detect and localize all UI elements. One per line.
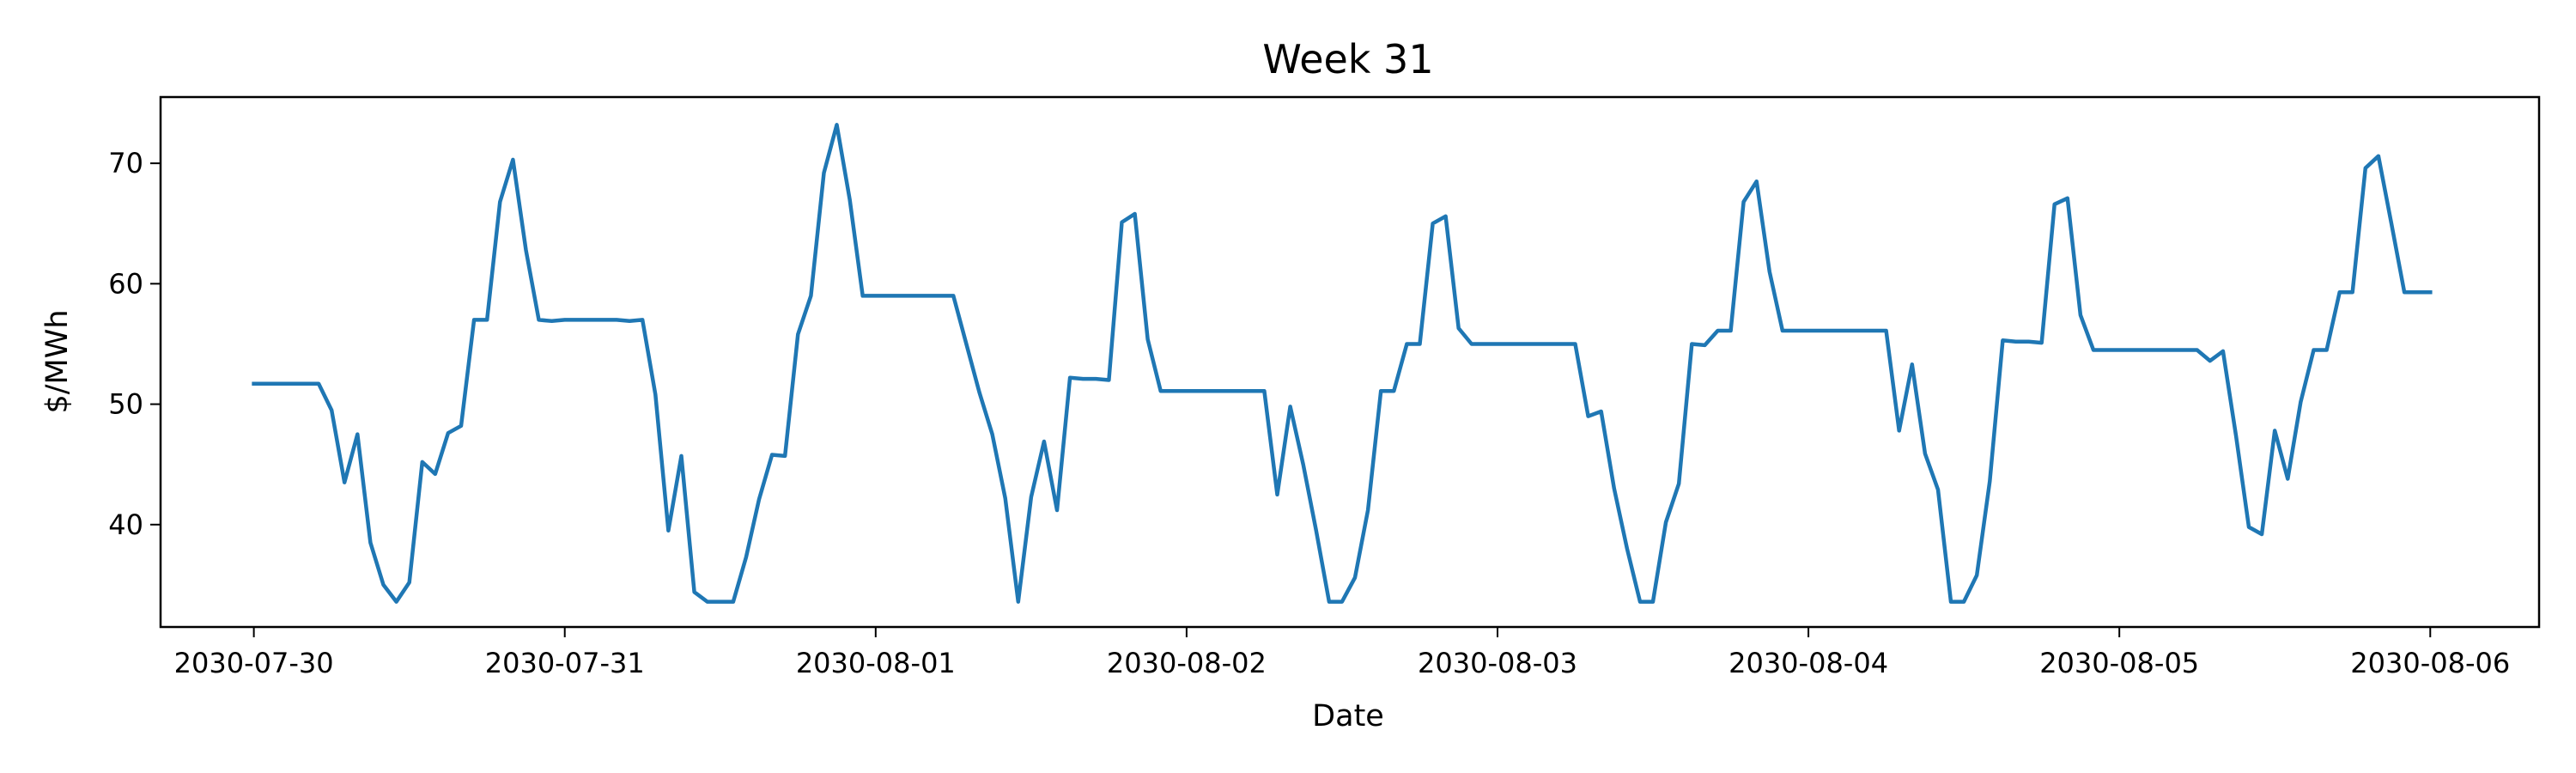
x-tick-label: 2030-07-30 (174, 647, 334, 679)
y-tick-label: 70 (108, 147, 143, 180)
y-tick-label: 40 (108, 508, 143, 541)
y-axis: 40 50 60 70 (108, 147, 161, 541)
x-tick-label: 2030-08-03 (1418, 647, 1577, 679)
chart-title: Week 31 (1262, 36, 1433, 82)
y-tick-label: 50 (108, 388, 143, 421)
plot-frame (159, 95, 2541, 629)
series-line (252, 123, 2433, 604)
x-tick-label: 2030-08-05 (2039, 647, 2199, 679)
x-axis: 2030-07-30 2030-07-31 2030-08-01 2030-08-02… (174, 627, 2510, 679)
x-tick-label: 2030-08-04 (1728, 647, 1888, 679)
y-axis-label: $/MWh (40, 309, 75, 413)
x-tick-label: 2030-08-01 (796, 647, 956, 679)
plot-area (252, 123, 2433, 604)
x-tick-label: 2030-08-06 (2350, 647, 2510, 679)
y-tick-label: 60 (108, 267, 143, 300)
x-tick-label: 2030-07-31 (485, 647, 645, 679)
x-axis-label: Date (1312, 699, 1384, 733)
x-tick-label: 2030-08-02 (1107, 647, 1267, 679)
